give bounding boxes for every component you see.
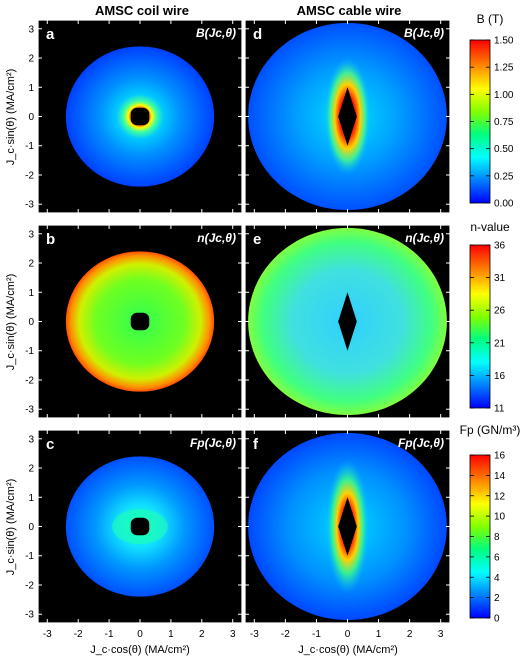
ytick-c-0: 0 [28,522,34,533]
colorbar-tick-1-5: 36 [494,241,506,252]
colorbar-tick-0-2: 0.50 [494,144,514,155]
ytick-c--2: -2 [25,580,34,591]
xtick-c-1: 1 [168,629,174,640]
ytick-a--2: -2 [25,170,34,181]
hole-c [130,517,150,536]
ytick-a-0: 0 [28,112,34,123]
colorbar-tick-2-2: 4 [494,573,500,584]
x-axis-label-cable: J_c·cos(θ) (MA/cm²) [298,644,398,656]
colorbar-tick-2-4: 8 [494,532,500,543]
ytick-b-3: 3 [28,229,34,240]
colorbar-tick-1-4: 31 [494,273,506,284]
ytick-c-1: 1 [28,493,34,504]
colorbar-tick-1-0: 11 [494,404,505,415]
ytick-c-3: 3 [28,434,34,445]
colorbar-tick-2-7: 14 [494,471,506,482]
panel-d: d B(Jc,θ) [244,19,451,214]
colorbar-b-title: B (T) [477,12,504,26]
xtick-c--2: -2 [74,629,83,640]
colorbar-n: n-value 11 16 21 26 31 36 [469,220,510,415]
xtick-c--1: -1 [105,629,114,640]
colorbar-tick-0-5: 1.25 [494,63,514,74]
ytick-c--1: -1 [25,551,34,562]
ytick-c-2: 2 [28,464,34,475]
panel-quantity-b: n(Jc,θ) [197,231,236,245]
x-axis-label-coil: J_c·cos(θ) (MA/cm²) [90,644,190,656]
panel-letter-f: f [253,436,259,453]
xtick-f-1: 1 [376,629,382,640]
colorbar-fp: Fp (GN/m³) 0 2 4 6 8 10 12 14 16 [460,423,520,625]
xtick-c-3: 3 [230,629,236,640]
colorbar-tick-0-3: 0.75 [494,117,514,128]
panel-b: -3 -2 -1 0 1 2 3 b n(Jc,θ) [25,224,243,419]
column-title-cable: AMSC cable wire [297,3,402,18]
svg-text:J_c·sin(θ) (MA/cm²): J_c·sin(θ) (MA/cm²) [5,479,17,576]
y-axis-label-b: J_c·sin(θ) (MA/cm²) [5,274,17,371]
colorbar-tick-0-6: 1.50 [494,36,514,47]
colorbar-tick-2-3: 6 [494,552,500,563]
colorbar-tick-0-0: 0.00 [494,199,514,210]
colorbar-tick-0-4: 1.00 [494,90,514,101]
column-title-coil: AMSC coil wire [95,3,189,18]
hole-f [338,497,357,556]
xtick-f--2: -2 [281,629,290,640]
xtick-c--3: -3 [43,629,52,640]
panel-letter-d: d [253,26,262,43]
colorbar-tick-2-5: 10 [494,512,506,523]
ytick-a-3: 3 [28,24,34,35]
svg-text:J_c·sin(θ) (MA/cm²): J_c·sin(θ) (MA/cm²) [5,274,17,371]
colorbar-tick-2-6: 12 [494,491,506,502]
colorbar-tick-1-3: 26 [494,306,506,317]
colorbar-tick-2-8: 16 [494,451,506,462]
ytick-a--3: -3 [25,200,34,211]
panel-letter-a: a [46,26,55,43]
ytick-a-2: 2 [28,54,34,65]
panel-letter-b: b [46,231,55,248]
panel-a: -3 -2 -1 0 1 2 3 a B(Jc,θ) [25,19,243,214]
panel-quantity-e: n(Jc,θ) [405,231,444,245]
ytick-b-0: 0 [28,317,34,328]
panel-quantity-d: B(Jc,θ) [404,26,444,40]
ytick-b-1: 1 [28,288,34,299]
ytick-b-2: 2 [28,259,34,270]
xtick-f-2: 2 [407,629,413,640]
hole-b [130,312,150,331]
colorbar-tick-1-2: 21 [494,338,506,349]
xtick-f-3: 3 [438,629,444,640]
panel-letter-c: c [46,436,54,453]
y-axis-label-a: J_c·sin(θ) (MA/cm²) [5,69,17,166]
panel-c: -3 -2 -1 0 1 2 3 -3 -2 -1 0 1 2 3 c Fp(Jc,θ) [25,429,243,640]
hole-d [338,87,357,146]
panel-quantity-f: Fp(Jc,θ) [398,436,444,450]
colorbar-n-title: n-value [470,220,510,234]
panel-quantity-c: Fp(Jc,θ) [190,436,236,450]
xtick-c-2: 2 [199,629,205,640]
colorbar-b: B (T) 0.00 0.25 0.50 0.75 1.00 1.25 1.50 [469,12,514,210]
ytick-b--1: -1 [25,346,34,357]
ytick-a--1: -1 [25,141,34,152]
panel-e: e n(Jc,θ) [244,224,451,419]
colorbar-fp-title: Fp (GN/m³) [460,423,520,437]
panel-f: -3 -2 -1 0 1 2 3 f Fp(Jc,θ) [244,429,451,640]
hole-e [338,292,357,351]
colorbar-tick-2-1: 2 [494,593,500,604]
xtick-c-0: 0 [137,629,143,640]
ytick-a-1: 1 [28,83,34,94]
panel-quantity-a: B(Jc,θ) [196,26,236,40]
heatmap-panels: -3 -2 -1 0 1 2 3 a B(Jc,θ) -3 -2 -1 0 1 2 3 b n(Jc,θ) -3 -2… [25,19,451,640]
hole-a [130,107,150,126]
colorbar-tick-0-1: 0.25 [494,171,514,182]
xtick-f--3: -3 [250,629,259,640]
ytick-b--2: -2 [25,375,34,386]
y-axis-label-c: J_c·sin(θ) (MA/cm²) [5,479,17,576]
colorbar-tick-2-0: 0 [494,614,500,625]
ytick-c--3: -3 [25,610,34,621]
xtick-f--1: -1 [312,629,321,640]
ytick-b--3: -3 [25,405,34,416]
colorbar-tick-1-1: 16 [494,371,506,382]
xtick-f-0: 0 [345,629,351,640]
svg-text:J_c·sin(θ) (MA/cm²): J_c·sin(θ) (MA/cm²) [5,69,17,166]
panel-letter-e: e [253,231,261,248]
